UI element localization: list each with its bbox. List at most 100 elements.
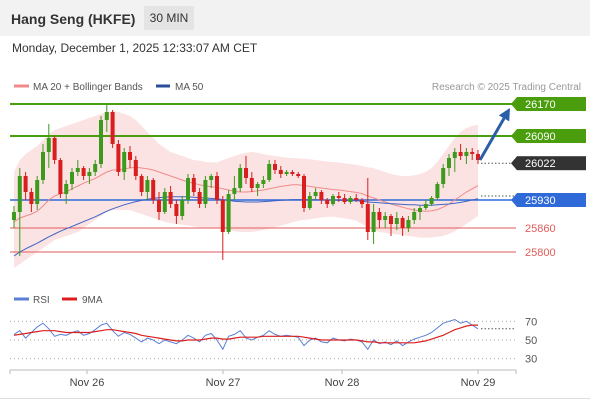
- candle-body: [284, 172, 289, 174]
- candle-body: [197, 192, 202, 204]
- candle-body: [336, 196, 341, 198]
- candle-body: [162, 192, 167, 212]
- candle-body: [423, 204, 428, 208]
- candle-body: [168, 192, 173, 204]
- candle-body: [81, 168, 86, 176]
- x-tick-label-2: Nov 28: [325, 377, 360, 389]
- level-label-25860: 25860: [525, 223, 556, 235]
- candle-body: [238, 168, 243, 188]
- candle-body: [476, 154, 480, 160]
- forecast-arrow-shaft: [478, 117, 506, 161]
- level-label-pointer-26090: [511, 129, 517, 143]
- header-bar: [0, 0, 590, 36]
- candle-body: [58, 160, 63, 194]
- candle-body: [418, 208, 422, 212]
- candle-body: [435, 184, 440, 198]
- candle-body: [157, 200, 161, 212]
- candle-body: [255, 184, 260, 188]
- candle-body: [52, 138, 57, 160]
- candle-body: [104, 112, 109, 120]
- moving-averages: [13, 166, 479, 257]
- rsi-lines: [13, 318, 516, 351]
- candle-body: [394, 218, 399, 224]
- candle-body: [360, 200, 364, 204]
- candle-body: [278, 170, 283, 174]
- candle-body: [215, 176, 219, 200]
- candle-body: [226, 194, 231, 232]
- candle-body: [412, 212, 417, 220]
- candle-body: [447, 158, 451, 168]
- candle-body: [41, 152, 45, 180]
- candle-body: [296, 174, 301, 176]
- candle-body: [128, 152, 132, 160]
- x-tick-label-1: Nov 27: [206, 377, 241, 389]
- ma20-legend-label: MA 20 + Bollinger Bands: [33, 82, 143, 93]
- candle-body: [191, 178, 196, 192]
- level-label-pointer-25930: [511, 193, 517, 207]
- candle-body: [348, 198, 353, 202]
- candle-body: [470, 152, 475, 154]
- level-label-box-26090: [517, 129, 586, 143]
- ma50-line: [13, 196, 479, 257]
- level-label-26090: 26090: [525, 131, 556, 143]
- candle-body: [133, 160, 138, 176]
- interval-badge[interactable]: [144, 6, 194, 30]
- candle-body: [406, 220, 411, 228]
- candle-body: [244, 168, 248, 178]
- candle-body: [452, 152, 457, 158]
- interval-label: 30 MIN: [150, 11, 189, 25]
- candle-body: [203, 180, 208, 204]
- candle-body: [313, 192, 318, 196]
- level-label-26022: 26022: [525, 158, 556, 170]
- candle-body: [307, 196, 312, 208]
- candle-body: [35, 180, 40, 204]
- candle-body: [110, 112, 115, 144]
- candle-body: [186, 178, 190, 200]
- rsi-ma-legend-label: 9MA: [82, 295, 103, 306]
- copyright-label: Research © 2025 Trading Central: [432, 82, 581, 93]
- ma20-line: [13, 166, 479, 223]
- rsi-series-9MA: [13, 324, 478, 344]
- candle-body: [23, 176, 28, 192]
- candle-body: [139, 176, 144, 192]
- candle-body: [371, 212, 376, 232]
- candle-body: [464, 152, 469, 156]
- candle-body: [429, 198, 434, 204]
- candle-body: [354, 198, 359, 200]
- candle-body: [99, 120, 103, 164]
- candle-body: [17, 176, 22, 212]
- candle-body: [151, 180, 156, 200]
- level-labels: 26170 26090 26022 25930 25860 25800: [511, 97, 586, 259]
- candle-body: [267, 164, 272, 180]
- level-label-box-26022: [517, 156, 586, 171]
- candle-body: [220, 200, 225, 232]
- candle-body: [249, 178, 254, 188]
- bollinger-band: [14, 111, 478, 268]
- candle-body: [46, 138, 51, 152]
- candle-body: [302, 176, 306, 208]
- candle-body: [122, 152, 127, 172]
- candle-body: [64, 184, 69, 194]
- candle-body: [116, 144, 121, 172]
- rsi-tick-50: 50: [525, 335, 537, 347]
- candle-body: [75, 168, 80, 172]
- candle-body: [232, 188, 237, 194]
- candle-body: [331, 196, 335, 204]
- rsi-tick-30: 30: [525, 354, 537, 366]
- rsi-tick-70: 70: [525, 316, 537, 328]
- candle-body: [87, 172, 92, 176]
- level-label-box-25930: [517, 193, 586, 207]
- candle-body: [261, 180, 266, 184]
- rsi-grid: 70 50 30: [10, 316, 537, 366]
- rsi-series-RSI: [13, 318, 479, 351]
- rsi-legend-label: RSI: [33, 295, 50, 306]
- candle-body: [400, 218, 405, 228]
- level-label-pointer-26022: [511, 156, 517, 171]
- candle-body: [209, 176, 214, 180]
- level-label-pointer-26170: [511, 97, 517, 111]
- candle-body: [29, 192, 34, 204]
- candle-body: [389, 216, 393, 224]
- candle-body: [70, 172, 74, 184]
